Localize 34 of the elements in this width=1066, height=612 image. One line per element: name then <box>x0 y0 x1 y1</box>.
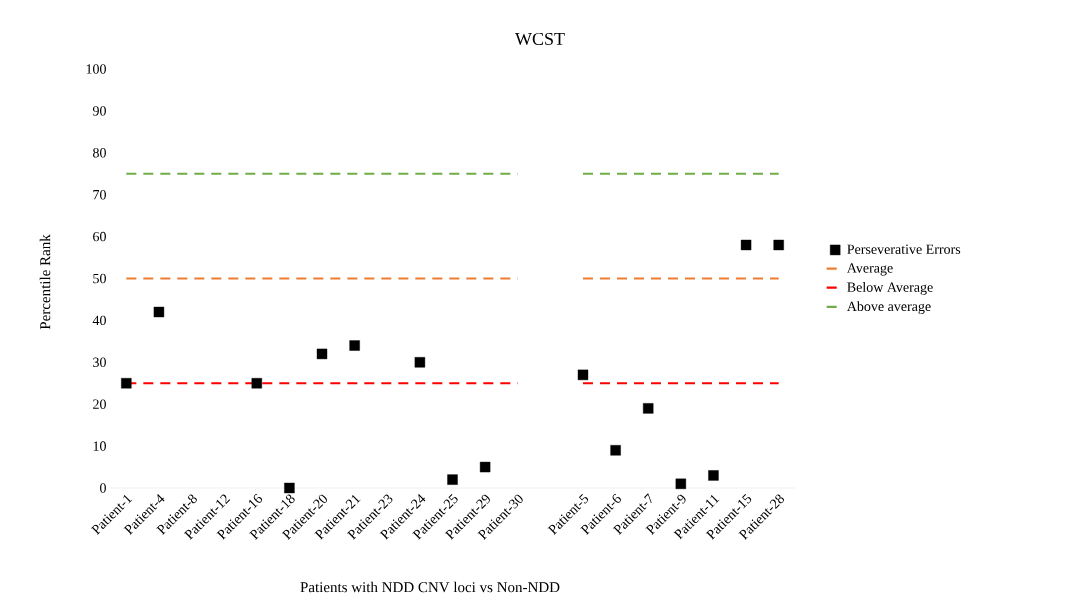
chart-title: WCST <box>515 32 565 46</box>
y-tick-label: 100 <box>86 64 106 74</box>
y-tick-label: 50 <box>93 273 106 284</box>
legend-label: Below Average <box>847 282 933 295</box>
point <box>153 306 165 318</box>
point <box>121 378 132 389</box>
y-tick-label: 30 <box>93 357 106 368</box>
y-tick-label: 0 <box>100 483 106 493</box>
x-axis-title: Patients with NDD CNV loci vs Non-NDD <box>300 581 560 593</box>
point <box>740 239 752 251</box>
point <box>316 348 328 360</box>
point <box>643 403 654 414</box>
point <box>610 445 621 456</box>
y-tick-label: 60 <box>93 231 106 242</box>
point <box>479 461 491 473</box>
point <box>577 369 589 381</box>
y-tick-label: 70 <box>93 189 106 200</box>
point <box>773 239 784 251</box>
y-axis-title: Percentile Rank <box>39 234 51 330</box>
y-tick-label: 80 <box>93 148 106 158</box>
point <box>284 482 295 494</box>
point <box>349 340 360 351</box>
y-tick-label: 10 <box>93 441 106 451</box>
y-tick-label: 20 <box>93 399 106 409</box>
legend-label: Average <box>846 263 893 276</box>
point <box>414 357 426 368</box>
point <box>675 478 687 490</box>
y-tick-label: 40 <box>92 315 106 326</box>
point <box>251 378 262 389</box>
y-tick-label: 90 <box>92 106 106 116</box>
point <box>708 470 719 481</box>
legend-label: Perseverative Errors <box>847 244 961 254</box>
legend-label: Above average <box>846 301 931 314</box>
point <box>447 474 458 485</box>
